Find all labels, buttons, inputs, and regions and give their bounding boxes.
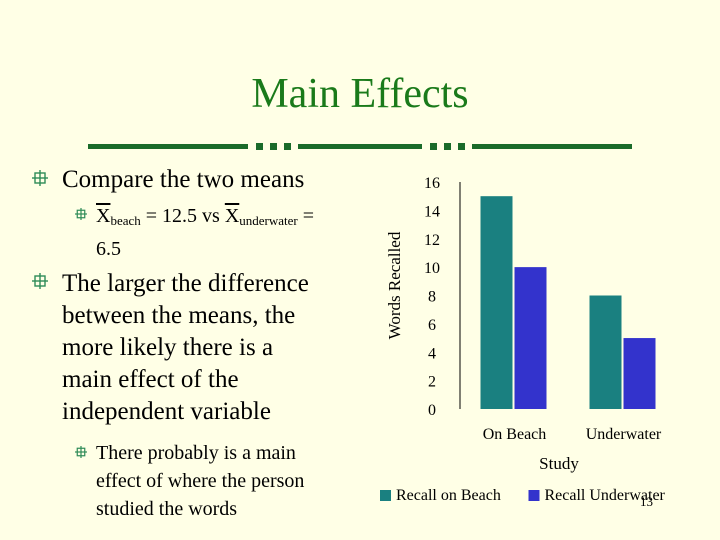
subscript-beach: beach <box>110 213 141 228</box>
bar-on-beach-series-0 <box>480 196 513 409</box>
bullet-line: There probably is a main <box>96 442 296 464</box>
x-category-label: Underwater <box>586 426 662 443</box>
page-number: 13 <box>640 494 653 509</box>
y-tick-label: 8 <box>428 289 436 306</box>
means-line2: 6.5 <box>96 238 121 260</box>
y-tick-label: 14 <box>424 203 440 220</box>
legend-label: Recall on Beach <box>396 487 501 504</box>
xbar-symbol: X <box>96 205 111 227</box>
bar-on-beach-series-1 <box>514 267 547 409</box>
slide-title: Main Effects <box>251 71 469 117</box>
bullet-compare: Compare the two means <box>62 166 305 193</box>
y-tick-label: 16 <box>424 175 440 192</box>
bullet-difference: The larger the difference between the me… <box>62 268 309 428</box>
means-tail: = <box>297 205 315 227</box>
y-tick-label: 4 <box>428 345 436 362</box>
sub-bullet-icon <box>75 208 87 220</box>
means-mid: = 12.5 vs <box>140 205 225 227</box>
bullet-line: The larger the difference <box>62 270 309 297</box>
sub-bullet-means: Xbeach = 12.5 vs Xunderwater = 6.5 <box>96 202 386 263</box>
x-category-label: On Beach <box>483 426 547 443</box>
y-tick-label: 12 <box>424 232 440 249</box>
xbar-symbol: X <box>224 205 240 227</box>
y-tick-label: 2 <box>428 374 436 391</box>
bullet-line: more likely there is a <box>62 334 274 361</box>
legend-label: Recall Underwater <box>545 487 666 504</box>
bullet-line: independent variable <box>62 398 271 425</box>
x-axis-label: Study <box>539 454 579 473</box>
title-divider <box>88 143 632 150</box>
bullet-line: effect of where the person <box>96 470 305 492</box>
bullet-icon <box>32 170 48 186</box>
sub-bullet-icon <box>75 446 87 458</box>
y-tick-label: 6 <box>428 317 436 334</box>
y-tick-label: 0 <box>428 402 436 419</box>
bullet-icon <box>32 273 48 289</box>
legend-swatch <box>380 490 391 501</box>
bullet-line: between the means, the <box>62 302 296 329</box>
bullet-line: studied the words <box>96 498 238 520</box>
sub-bullet-main-effect: There probably is a main effect of where… <box>96 439 304 523</box>
bar-chart: 0 2 4 6 8 10 12 14 16 Words Recalled On Beach Und… <box>380 175 666 504</box>
bar-underwater-series-0 <box>589 295 622 409</box>
bar-underwater-series-1 <box>623 338 656 409</box>
subscript-underwater: underwater <box>239 213 298 228</box>
bullet-line: main effect of the <box>62 366 239 393</box>
legend-swatch <box>528 490 540 501</box>
y-tick-label: 10 <box>424 260 440 277</box>
y-axis-label: Words Recalled <box>385 231 404 339</box>
